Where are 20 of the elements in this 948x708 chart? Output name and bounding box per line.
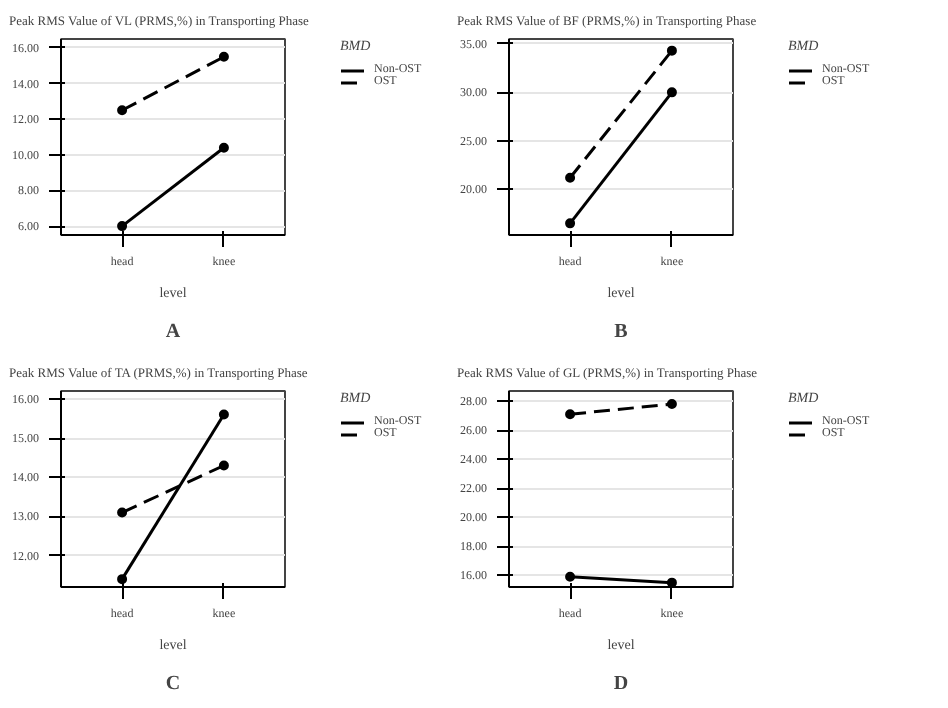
point <box>666 399 677 410</box>
point <box>117 105 128 116</box>
point <box>565 218 576 229</box>
point <box>117 574 128 585</box>
text: D <box>613 673 629 695</box>
point <box>666 45 677 56</box>
text: B <box>614 321 629 343</box>
point <box>218 409 229 420</box>
text: C <box>165 673 181 695</box>
text: A <box>165 321 182 343</box>
point <box>666 577 677 587</box>
point <box>565 571 576 582</box>
point <box>117 221 128 232</box>
point <box>218 460 229 471</box>
point <box>218 51 229 62</box>
point <box>117 507 128 518</box>
point <box>666 87 677 98</box>
point <box>565 409 576 420</box>
point <box>218 142 229 153</box>
point <box>565 172 576 183</box>
